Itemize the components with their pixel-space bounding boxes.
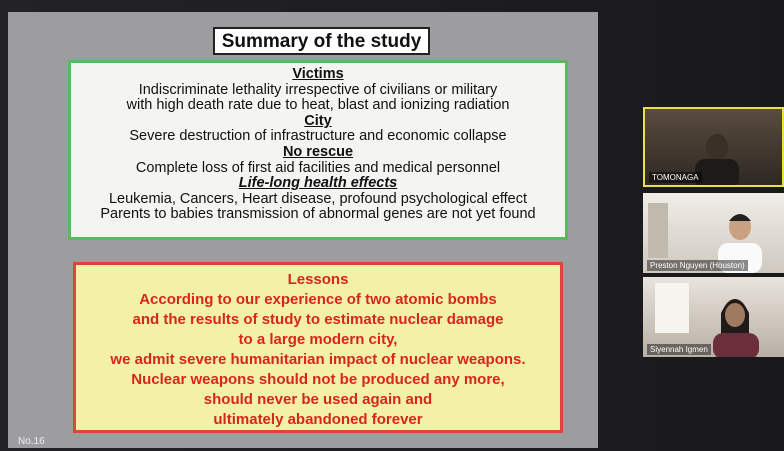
lessons-line: ultimately abandoned forever (76, 410, 560, 430)
video-tile[interactable]: TOMONAGA (643, 107, 784, 187)
lessons-line: to a large modern city, (76, 330, 560, 350)
section-heading: Victims (71, 67, 565, 83)
summary-line: Parents to babies transmission of abnorm… (71, 207, 565, 223)
lessons-heading: Lessons (76, 270, 560, 290)
lessons-line: we admit severe humanitarian impact of n… (76, 350, 560, 370)
lessons-line: and the results of study to estimate nuc… (76, 310, 560, 330)
participant-name: Siyennah Igmen (647, 344, 711, 355)
summary-line: Complete loss of first aid facilities an… (71, 161, 565, 177)
video-tile[interactable]: Siyennah Igmen (643, 277, 784, 357)
summary-line: Leukemia, Cancers, Heart disease, profou… (71, 192, 565, 208)
summary-line: Indiscriminate lethality irrespective of… (71, 83, 565, 99)
section-heading: No rescue (71, 145, 565, 161)
summary-line: with high death rate due to heat, blast … (71, 98, 565, 114)
lessons-line: According to our experience of two atomi… (76, 290, 560, 310)
section-heading: City (71, 114, 565, 130)
section-heading: Life-long health effects (71, 176, 565, 192)
slide-title: Summary of the study (213, 27, 430, 55)
screen: Summary of the study VictimsIndiscrimina… (0, 0, 784, 451)
participant-name: Preston Nguyen (Houston) (647, 260, 748, 271)
participant-name: TOMONAGA (649, 172, 702, 183)
page: Summary of the study VictimsIndiscrimina… (0, 0, 784, 451)
page-number: No.16 (18, 436, 45, 447)
lessons-line: Nuclear weapons should not be produced a… (76, 370, 560, 390)
lessons-line: should never be used again and (76, 390, 560, 410)
summary-line: Severe destruction of infrastructure and… (71, 129, 565, 145)
video-tile[interactable]: Preston Nguyen (Houston) (643, 193, 784, 273)
